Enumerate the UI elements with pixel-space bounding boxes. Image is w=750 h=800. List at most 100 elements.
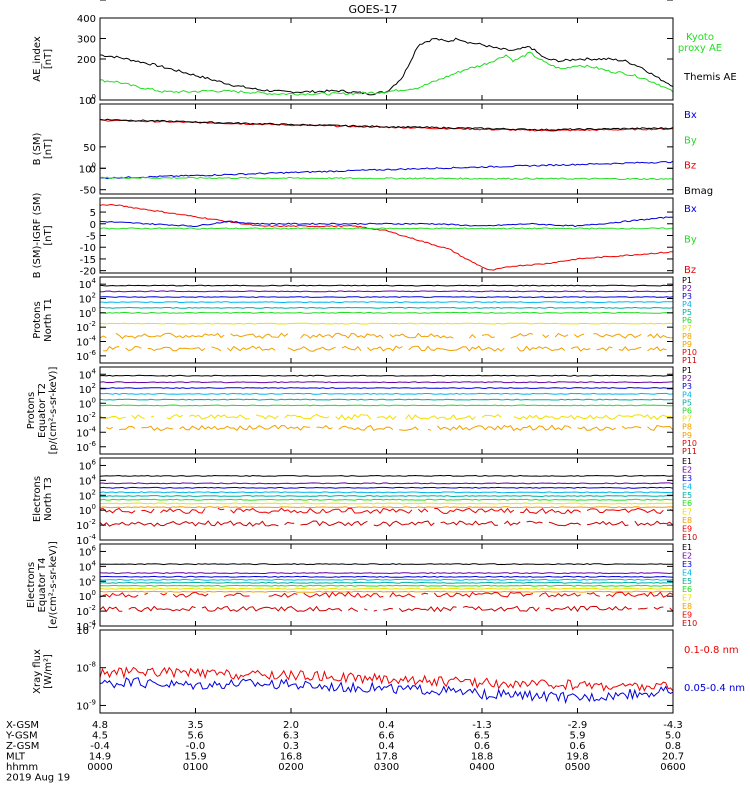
legend-label: E4: [682, 482, 692, 491]
y-tick-label: 102: [79, 382, 96, 396]
legend-label: P10: [682, 439, 697, 448]
time-axis-table: X-GSM 4.8 3.5 2.0 0.4 -1.3 -2.9 -4.3 Y-GSM 4.5 5.6…: [5, 720, 686, 784]
flux-channel-line: [100, 572, 673, 575]
legend-label: E5: [682, 491, 692, 500]
axis-row-value: -1.3: [472, 720, 492, 731]
y-tick-label: -50: [80, 186, 96, 197]
y-tick-exponent: 0: [92, 93, 96, 101]
flux-channel-line: [106, 424, 673, 432]
axis-row-value: 16.8: [280, 752, 302, 763]
y-axis-label: [nT]: [43, 49, 54, 69]
axis-row-value: 5.9: [570, 731, 586, 742]
y-axis-label: [nT]: [43, 139, 54, 159]
flux-channel-line: [100, 605, 673, 613]
y-tick-exponent: -4: [89, 533, 97, 541]
y-tick-exponent: -6: [89, 440, 97, 448]
y-tick-label: 10-8: [76, 661, 96, 675]
axis-row-value: 0200: [278, 762, 303, 773]
y-axis-label: Electrons: [26, 562, 37, 608]
y-tick-exponent: 4: [92, 277, 97, 285]
axis-row-label: Y-GSM: [5, 731, 38, 742]
flux-channel-line: [100, 332, 673, 339]
flux-channel-line: [100, 474, 673, 477]
legend-label: E8: [682, 516, 692, 525]
flux-channel-line: [100, 322, 673, 325]
panel-frame: [99, 276, 674, 364]
y-tick-label: -20: [80, 267, 96, 278]
flux-channel-line: [100, 507, 673, 514]
legend-label: By: [684, 235, 697, 246]
y-tick-label: 100: [79, 396, 96, 410]
y-tick-label: 100: [79, 306, 96, 320]
y-tick-label: 102: [79, 292, 96, 306]
legend-label: P7: [682, 324, 692, 333]
legend-label: E6: [682, 499, 692, 508]
panel-frame: [99, 366, 674, 455]
axis-row-label: X-GSM: [6, 720, 39, 731]
y-axis-label: North T1: [43, 298, 54, 342]
flux-channel-line: [100, 311, 673, 314]
y-tick-exponent: 2: [92, 292, 96, 300]
y-axis-label: Electrons: [32, 476, 43, 522]
y-tick-exponent: -4: [89, 619, 97, 627]
flux-channel-line: [100, 491, 673, 494]
legend-label: P9: [682, 340, 692, 349]
legend-label: E7: [682, 508, 692, 517]
axis-row-value: 0300: [374, 762, 399, 773]
y-tick-label: 200: [77, 55, 96, 66]
series-line: [100, 160, 673, 180]
panel-frame: [99, 543, 674, 627]
flux-channel-line: [100, 591, 673, 599]
legend-label: P4: [682, 300, 692, 309]
axis-row-value: 0000: [87, 762, 112, 773]
y-tick-label: 102: [79, 488, 96, 502]
y-tick-exponent: 6: [92, 544, 97, 552]
flux-channel-line: [100, 306, 673, 309]
panel-frame: [99, 17, 674, 101]
legend-label: P3: [682, 292, 692, 301]
y-tick-exponent: -7: [89, 623, 96, 631]
y-tick-label: 106: [79, 458, 97, 472]
series-line: [100, 51, 673, 96]
axis-row-value: 0.6: [474, 741, 490, 752]
axis-row-value: 0.3: [283, 741, 299, 752]
y-tick-exponent: 4: [92, 473, 97, 481]
panel-plot-area: [100, 284, 673, 351]
y-tick-label: 50: [83, 143, 96, 154]
axis-row-label: hhmm: [6, 762, 38, 773]
axis-row-label: MLT: [6, 752, 26, 763]
panel-plot-area: [100, 474, 673, 527]
series-line: [100, 666, 673, 692]
panel-frame: [99, 457, 674, 541]
legend-label: P8: [682, 423, 692, 432]
y-tick-exponent: -4: [89, 335, 97, 343]
legend-label: P7: [682, 415, 692, 424]
y-tick-label: 100: [79, 589, 96, 603]
axis-row-value: 3.5: [188, 720, 204, 731]
legend-label: E3: [682, 474, 692, 483]
y-axis-label: Protons: [32, 301, 43, 338]
legend-label: P1: [682, 366, 692, 375]
axis-row-value: 19.8: [566, 752, 588, 763]
y-tick-exponent: 4: [92, 559, 97, 567]
legend-label: P11: [682, 356, 697, 365]
y-tick-label: 104: [79, 559, 97, 573]
legend-label: P4: [682, 390, 692, 399]
flux-channel-line: [100, 581, 673, 584]
y-tick-label: 10-6: [76, 349, 96, 363]
panel-plot-area: [100, 118, 673, 181]
legend-label: Bmag: [684, 186, 713, 197]
panel-plot-area: [100, 374, 673, 432]
y-tick-exponent: 0: [92, 589, 96, 597]
legend-label: E2: [682, 465, 692, 474]
flux-channel-line: [100, 587, 673, 590]
y-tick-exponent: -6: [89, 349, 97, 357]
y-axis-label: Xray flux: [32, 649, 43, 694]
y-axis-label: AE_index: [32, 36, 43, 82]
y-tick-exponent: 0: [92, 396, 96, 404]
legend-label: E10: [682, 533, 697, 542]
